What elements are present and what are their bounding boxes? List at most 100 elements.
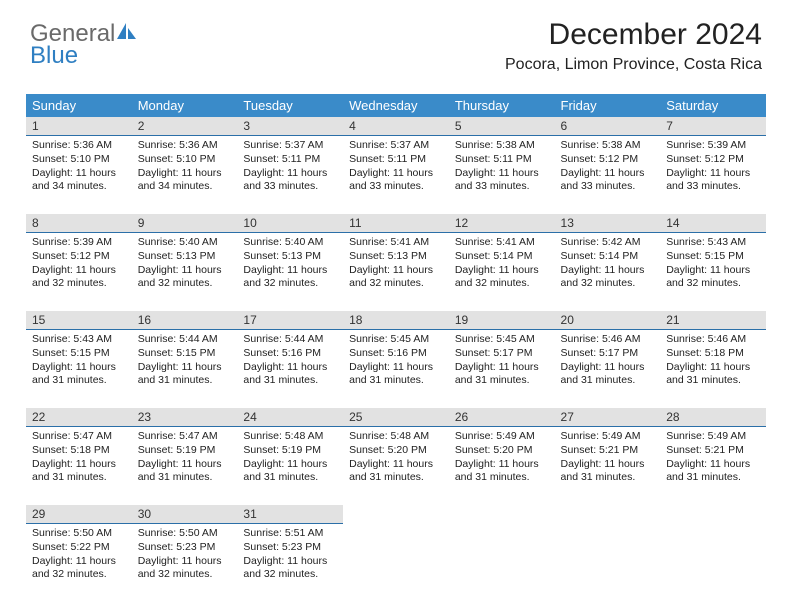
sunset-text: Sunset: 5:16 PM — [349, 347, 443, 360]
daylight-text: Daylight: 11 hours and 34 minutes. — [138, 167, 232, 193]
sunrise-text: Sunrise: 5:47 AM — [138, 430, 232, 443]
day-cell: Sunrise: 5:39 AMSunset: 5:12 PMDaylight:… — [660, 136, 766, 214]
sunset-text: Sunset: 5:12 PM — [561, 153, 655, 166]
sunset-text: Sunset: 5:19 PM — [138, 444, 232, 457]
daynum-row: 891011121314 — [26, 214, 766, 233]
day-cell: Sunrise: 5:37 AMSunset: 5:11 PMDaylight:… — [237, 136, 343, 214]
daynum-row: 293031 — [26, 505, 766, 524]
day-number: 20 — [555, 311, 661, 330]
sunrise-text: Sunrise: 5:50 AM — [32, 527, 126, 540]
sunset-text: Sunset: 5:19 PM — [243, 444, 337, 457]
daylight-text: Daylight: 11 hours and 32 minutes. — [561, 264, 655, 290]
sunrise-text: Sunrise: 5:39 AM — [666, 139, 760, 152]
week-row: Sunrise: 5:36 AMSunset: 5:10 PMDaylight:… — [26, 136, 766, 214]
sunset-text: Sunset: 5:21 PM — [561, 444, 655, 457]
week-row: Sunrise: 5:47 AMSunset: 5:18 PMDaylight:… — [26, 427, 766, 505]
day-number: 11 — [343, 214, 449, 233]
day-cell: Sunrise: 5:46 AMSunset: 5:17 PMDaylight:… — [555, 330, 661, 408]
daylight-text: Daylight: 11 hours and 31 minutes. — [455, 361, 549, 387]
sunset-text: Sunset: 5:23 PM — [138, 541, 232, 554]
calendar-table: Sunday Monday Tuesday Wednesday Thursday… — [26, 94, 766, 602]
sail-icon — [117, 22, 137, 46]
day-number: 6 — [555, 117, 661, 136]
day-number: 27 — [555, 408, 661, 427]
sunrise-text: Sunrise: 5:38 AM — [455, 139, 549, 152]
sunrise-text: Sunrise: 5:42 AM — [561, 236, 655, 249]
day-cell: Sunrise: 5:45 AMSunset: 5:17 PMDaylight:… — [449, 330, 555, 408]
daylight-text: Daylight: 11 hours and 31 minutes. — [32, 361, 126, 387]
sunrise-text: Sunrise: 5:37 AM — [349, 139, 443, 152]
sunrise-text: Sunrise: 5:47 AM — [32, 430, 126, 443]
sunrise-text: Sunrise: 5:43 AM — [32, 333, 126, 346]
sunrise-text: Sunrise: 5:48 AM — [349, 430, 443, 443]
sunset-text: Sunset: 5:12 PM — [666, 153, 760, 166]
sunrise-text: Sunrise: 5:40 AM — [243, 236, 337, 249]
daylight-text: Daylight: 11 hours and 32 minutes. — [243, 555, 337, 581]
daylight-text: Daylight: 11 hours and 31 minutes. — [455, 458, 549, 484]
daylight-text: Daylight: 11 hours and 31 minutes. — [561, 458, 655, 484]
logo-line2: Blue — [30, 44, 137, 68]
sunrise-text: Sunrise: 5:46 AM — [666, 333, 760, 346]
sunset-text: Sunset: 5:15 PM — [32, 347, 126, 360]
day-number: 30 — [132, 505, 238, 524]
sunset-text: Sunset: 5:12 PM — [32, 250, 126, 263]
day-number: 14 — [660, 214, 766, 233]
day-number: 17 — [237, 311, 343, 330]
day-number: 13 — [555, 214, 661, 233]
day-number: 7 — [660, 117, 766, 136]
sunset-text: Sunset: 5:13 PM — [243, 250, 337, 263]
daylight-text: Daylight: 11 hours and 31 minutes. — [243, 361, 337, 387]
daynum-row: 22232425262728 — [26, 408, 766, 427]
day-cell: Sunrise: 5:40 AMSunset: 5:13 PMDaylight:… — [132, 233, 238, 311]
sunset-text: Sunset: 5:14 PM — [455, 250, 549, 263]
sunset-text: Sunset: 5:21 PM — [666, 444, 760, 457]
day-number: 4 — [343, 117, 449, 136]
day-number: 15 — [26, 311, 132, 330]
day-number: 3 — [237, 117, 343, 136]
day-cell: Sunrise: 5:40 AMSunset: 5:13 PMDaylight:… — [237, 233, 343, 311]
sunset-text: Sunset: 5:22 PM — [32, 541, 126, 554]
daylight-text: Daylight: 11 hours and 33 minutes. — [455, 167, 549, 193]
sunrise-text: Sunrise: 5:37 AM — [243, 139, 337, 152]
day-cell: Sunrise: 5:51 AMSunset: 5:23 PMDaylight:… — [237, 524, 343, 602]
sunrise-text: Sunrise: 5:40 AM — [138, 236, 232, 249]
day-number: 10 — [237, 214, 343, 233]
daynum-row: 1234567 — [26, 117, 766, 136]
weekday-header-row: Sunday Monday Tuesday Wednesday Thursday… — [26, 94, 766, 117]
sunset-text: Sunset: 5:11 PM — [349, 153, 443, 166]
day-cell: Sunrise: 5:44 AMSunset: 5:16 PMDaylight:… — [237, 330, 343, 408]
daylight-text: Daylight: 11 hours and 32 minutes. — [138, 555, 232, 581]
weekday-header: Tuesday — [237, 94, 343, 117]
day-cell: Sunrise: 5:45 AMSunset: 5:16 PMDaylight:… — [343, 330, 449, 408]
sunrise-text: Sunrise: 5:48 AM — [243, 430, 337, 443]
daylight-text: Daylight: 11 hours and 32 minutes. — [666, 264, 760, 290]
daylight-text: Daylight: 11 hours and 32 minutes. — [455, 264, 549, 290]
day-cell: Sunrise: 5:43 AMSunset: 5:15 PMDaylight:… — [26, 330, 132, 408]
sunset-text: Sunset: 5:20 PM — [349, 444, 443, 457]
daylight-text: Daylight: 11 hours and 31 minutes. — [561, 361, 655, 387]
day-cell: Sunrise: 5:43 AMSunset: 5:15 PMDaylight:… — [660, 233, 766, 311]
daylight-text: Daylight: 11 hours and 31 minutes. — [138, 458, 232, 484]
day-cell: Sunrise: 5:36 AMSunset: 5:10 PMDaylight:… — [132, 136, 238, 214]
day-number: 9 — [132, 214, 238, 233]
day-number: 23 — [132, 408, 238, 427]
weekday-header: Sunday — [26, 94, 132, 117]
daylight-text: Daylight: 11 hours and 32 minutes. — [32, 264, 126, 290]
sunrise-text: Sunrise: 5:51 AM — [243, 527, 337, 540]
day-number: 22 — [26, 408, 132, 427]
sunrise-text: Sunrise: 5:45 AM — [455, 333, 549, 346]
sunrise-text: Sunrise: 5:41 AM — [455, 236, 549, 249]
daylight-text: Daylight: 11 hours and 31 minutes. — [666, 458, 760, 484]
week-row: Sunrise: 5:43 AMSunset: 5:15 PMDaylight:… — [26, 330, 766, 408]
sunrise-text: Sunrise: 5:43 AM — [666, 236, 760, 249]
sunrise-text: Sunrise: 5:49 AM — [455, 430, 549, 443]
day-number: 24 — [237, 408, 343, 427]
sunrise-text: Sunrise: 5:49 AM — [666, 430, 760, 443]
day-number: 5 — [449, 117, 555, 136]
daylight-text: Daylight: 11 hours and 33 minutes. — [243, 167, 337, 193]
header: General Blue December 2024 Pocora, Limon… — [0, 0, 792, 82]
daylight-text: Daylight: 11 hours and 31 minutes. — [349, 361, 443, 387]
day-cell: Sunrise: 5:48 AMSunset: 5:20 PMDaylight:… — [343, 427, 449, 505]
day-cell: Sunrise: 5:50 AMSunset: 5:22 PMDaylight:… — [26, 524, 132, 602]
sunset-text: Sunset: 5:23 PM — [243, 541, 337, 554]
